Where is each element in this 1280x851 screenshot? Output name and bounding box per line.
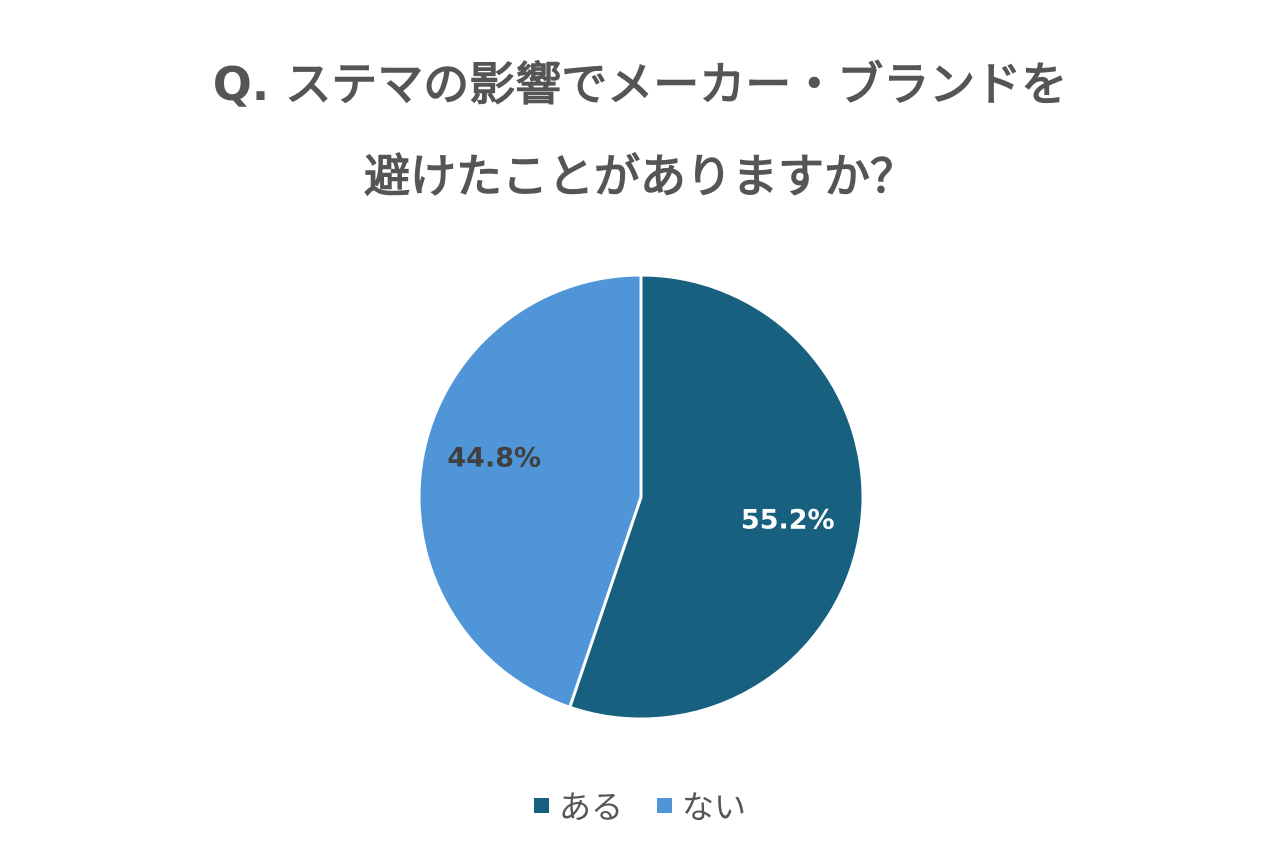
legend-item-nai: ない: [657, 782, 746, 828]
pie-slice-aru: [568, 273, 865, 721]
pie-label-aru: 55.2%: [741, 505, 835, 536]
legend-item-aru: ある: [533, 782, 623, 828]
legend-swatch-aru: [533, 797, 549, 813]
pie-label-nai: 44.8%: [447, 442, 541, 473]
legend-swatch-nai: [657, 797, 672, 813]
chart-title-line-2: 避けたことがありますか？: [364, 149, 916, 203]
legend-label-nai: ない: [682, 788, 747, 826]
legend-label-aru: ある: [558, 788, 623, 826]
chart-title: Q. ステマの影響でメーカー・ブランドを 避けたことがありますか？: [0, 38, 1280, 222]
chart-legend: ある ない: [0, 782, 1280, 828]
chart-title-line-1: Q. ステマの影響でメーカー・ブランドを: [212, 57, 1068, 111]
pie-slice-nai: [417, 273, 643, 709]
